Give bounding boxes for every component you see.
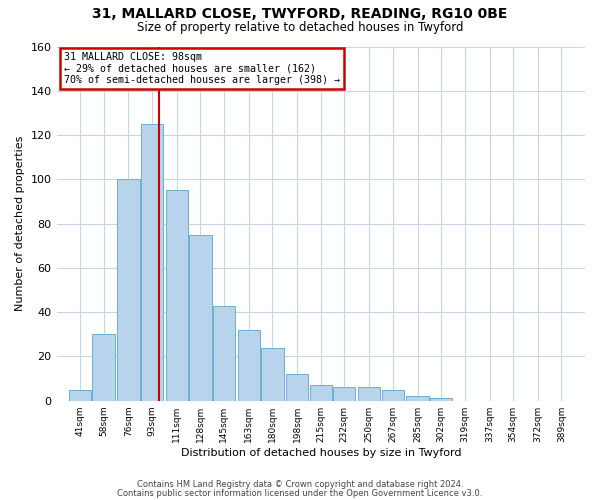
Bar bbox=[213, 306, 235, 400]
Bar bbox=[117, 180, 140, 400]
Text: 31, MALLARD CLOSE, TWYFORD, READING, RG10 0BE: 31, MALLARD CLOSE, TWYFORD, READING, RG1… bbox=[92, 8, 508, 22]
Text: Size of property relative to detached houses in Twyford: Size of property relative to detached ho… bbox=[137, 21, 463, 34]
Bar bbox=[69, 390, 91, 400]
Text: 31 MALLARD CLOSE: 98sqm
← 29% of detached houses are smaller (162)
70% of semi-d: 31 MALLARD CLOSE: 98sqm ← 29% of detache… bbox=[64, 52, 340, 85]
Bar bbox=[333, 388, 355, 400]
Bar bbox=[358, 388, 380, 400]
Bar bbox=[430, 398, 452, 400]
Text: Contains HM Land Registry data © Crown copyright and database right 2024.: Contains HM Land Registry data © Crown c… bbox=[137, 480, 463, 489]
Bar bbox=[310, 385, 332, 400]
Bar bbox=[92, 334, 115, 400]
X-axis label: Distribution of detached houses by size in Twyford: Distribution of detached houses by size … bbox=[181, 448, 461, 458]
Bar bbox=[261, 348, 284, 401]
Text: Contains public sector information licensed under the Open Government Licence v3: Contains public sector information licen… bbox=[118, 488, 482, 498]
Bar bbox=[382, 390, 404, 400]
Bar bbox=[141, 124, 163, 400]
Y-axis label: Number of detached properties: Number of detached properties bbox=[15, 136, 25, 312]
Bar bbox=[166, 190, 188, 400]
Bar bbox=[406, 396, 429, 400]
Bar bbox=[286, 374, 308, 400]
Bar bbox=[238, 330, 260, 400]
Bar bbox=[189, 234, 212, 400]
